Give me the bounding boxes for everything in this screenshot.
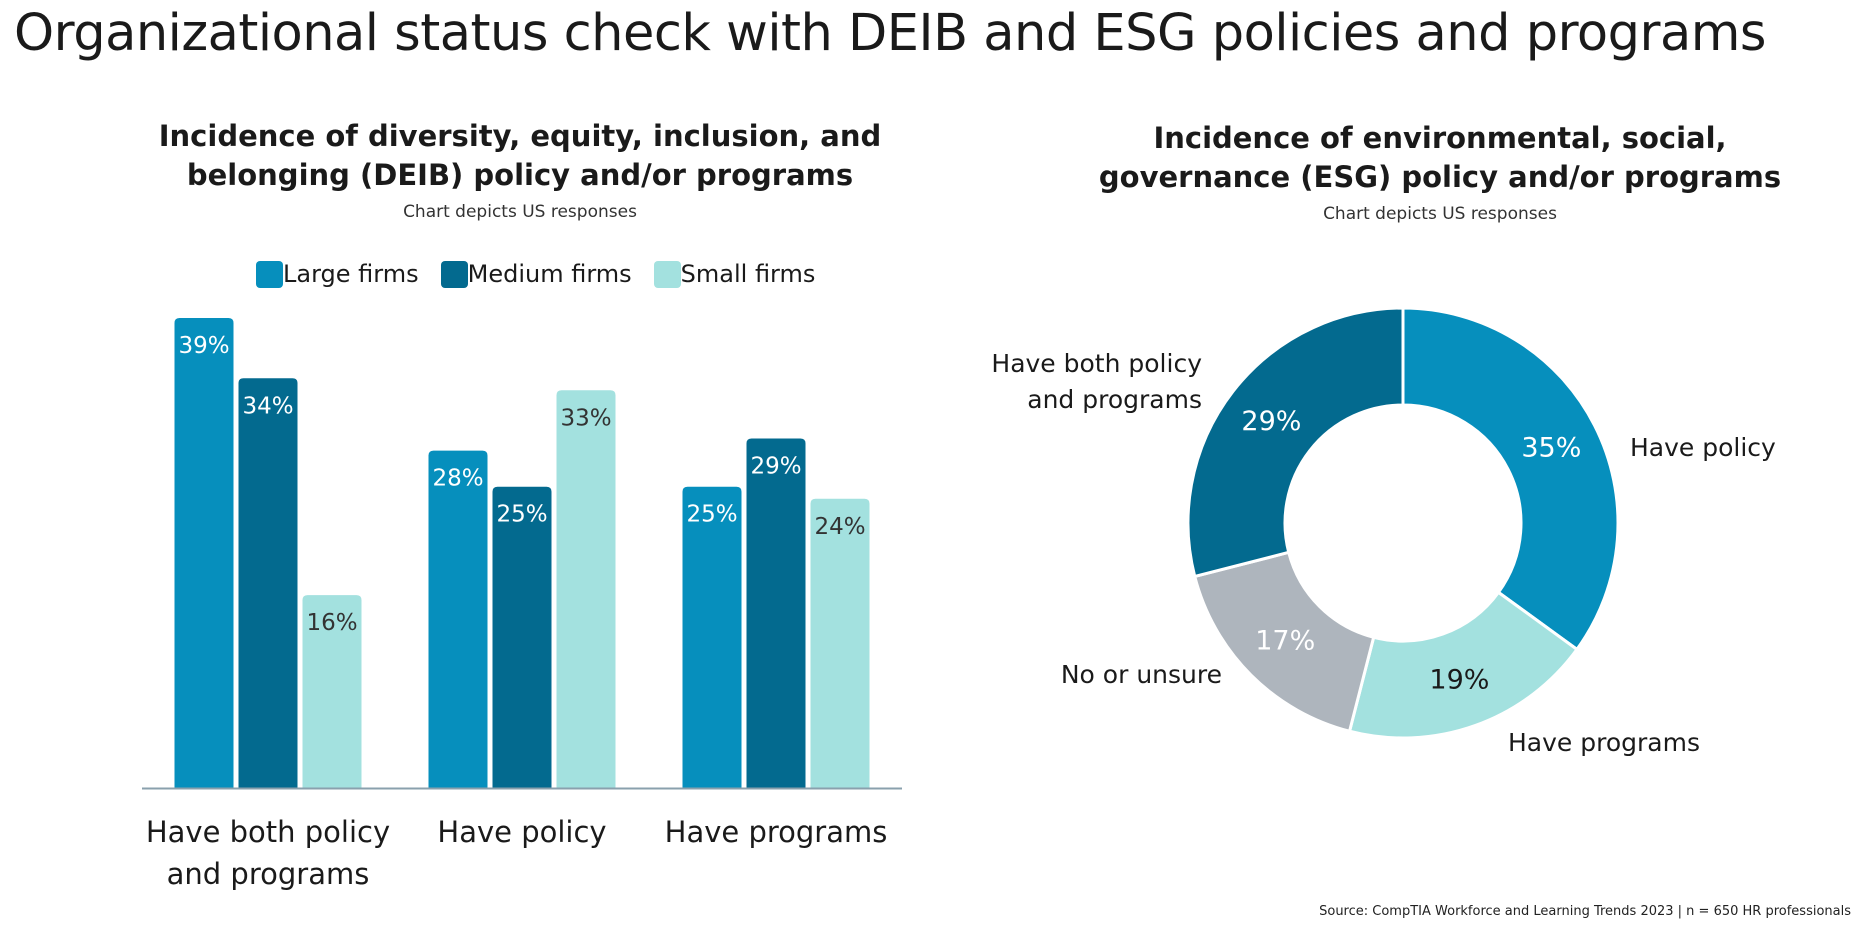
legend-swatch-large-firms (256, 260, 283, 288)
legend-item-large-firms: Large firms (256, 260, 419, 288)
deib-title-line-2: belonging (DEIB) policy and/or programs (186, 158, 854, 192)
legend-label-large-firms: Large firms (283, 260, 419, 288)
legend-item-small-firms: Small firms (653, 260, 816, 288)
legend-item-medium-firms: Medium firms (440, 260, 632, 288)
esg-chart-title: Incidence of environmental, social, gove… (1060, 119, 1820, 197)
bar-medium-firms-have-policy (492, 486, 552, 788)
esg-title-line-1: Incidence of environmental, social, (1153, 121, 1727, 155)
esg-donut-chart: 35% Have policy 19% Have programs 17% No or u… (991, 306, 1776, 757)
legend-swatch-small-firms (653, 260, 681, 288)
data-label-large-firms-have-both-policy-and-programs: 39% (178, 333, 229, 359)
deib-chart-subtitle: Chart depicts US responses (403, 202, 637, 222)
slice-have-both-policy-and-programs (1186, 306, 1405, 579)
legend-label-small-firms: Small firms (680, 260, 816, 288)
source-note: Source: CompTIA Workforce and Learning T… (1319, 904, 1851, 919)
esg-title-line-2: governance (ESG) policy and/or programs (1098, 160, 1782, 194)
legend-swatch-medium-firms (440, 260, 468, 288)
slice-value-have-policy: 35% (1521, 432, 1581, 463)
slice-value-have-programs: 19% (1429, 665, 1489, 696)
slice-value-have-both-policy-and-programs: 29% (1241, 406, 1301, 437)
category-label-have-programs: Have programs (665, 815, 888, 849)
deib-legend: Large firms Medium firms Small firms (256, 260, 815, 288)
esg-chart-subtitle: Chart depicts US responses (1323, 204, 1557, 224)
data-label-medium-firms-have-both-policy-and-programs: 34% (242, 393, 293, 419)
slice-have-policy (1401, 306, 1620, 652)
slice-have-programs (1347, 590, 1580, 740)
bar-small-firms-have-both-policy-and-programs (302, 595, 362, 788)
data-label-large-firms-have-programs: 25% (686, 502, 737, 528)
deib-chart-title: Incidence of diversity, equity, inclusio… (140, 117, 900, 195)
data-label-medium-firms-have-policy: 25% (496, 502, 547, 528)
bar-large-firms-have-both-policy-and-programs (174, 318, 234, 788)
category-label-have-policy: Have policy (437, 815, 606, 849)
deib-bar-chart: 39% 34% 16% Have both policy and programs 28%… (142, 318, 902, 891)
slice-label-have-both-policy-and-programs: and programs (1027, 385, 1202, 414)
bar-medium-firms-have-programs (746, 438, 806, 788)
bar-large-firms-have-programs (682, 486, 742, 788)
bar-large-firms-have-policy (428, 450, 488, 788)
slice-no-or-unsure (1192, 550, 1376, 734)
data-label-large-firms-have-policy: 28% (432, 466, 483, 492)
legend-label-medium-firms: Medium firms (467, 260, 632, 288)
page-title: Organizational status check with DEIB an… (14, 4, 1766, 63)
slice-value-no-or-unsure: 17% (1255, 626, 1315, 657)
slice-label-have-policy: Have policy (1630, 433, 1776, 462)
bar-small-firms-have-policy (556, 390, 616, 788)
bar-medium-firms-have-both-policy-and-programs (238, 378, 298, 788)
deib-title-line-1: Incidence of diversity, equity, inclusio… (158, 119, 882, 153)
data-label-small-firms-have-programs: 24% (814, 514, 865, 540)
data-label-small-firms-have-policy: 33% (560, 405, 611, 431)
slice-label-no-or-unsure: No or unsure (1061, 660, 1222, 689)
bar-small-firms-have-programs (810, 498, 870, 788)
slice-label-have-both-policy-and-programs: Have both policy (991, 349, 1202, 378)
data-label-medium-firms-have-programs: 29% (750, 454, 801, 480)
slice-label-have-programs: Have programs (1508, 728, 1700, 757)
category-label-have-both-policy-and-programs: and programs (167, 857, 370, 891)
data-label-small-firms-have-both-policy-and-programs: 16% (306, 610, 357, 636)
category-label-have-both-policy-and-programs: Have both policy (146, 815, 390, 849)
